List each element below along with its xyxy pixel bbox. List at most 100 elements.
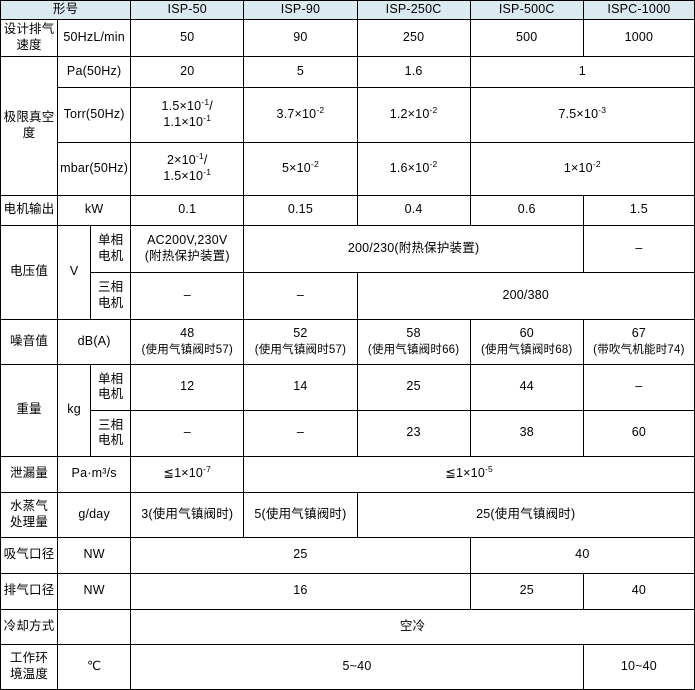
sublabel-voltage-single-phase: 单相电机 bbox=[90, 224, 132, 273]
cell-weight-single-isp-90: 14 bbox=[243, 363, 358, 411]
vacuum-mbar-rest-exp: -2 bbox=[592, 158, 601, 169]
table-header-row: 形号 ISP-50 ISP-90 ISP-250C ISP-500C ISPC-… bbox=[0, 0, 695, 20]
cell-weight-single-isp-500c: 44 bbox=[469, 363, 584, 411]
row-motor-output: 电机输出 kW 0.1 0.15 0.4 0.6 1.5 bbox=[0, 194, 695, 226]
cell-pumping-speed-isp-50: 50 bbox=[130, 18, 245, 57]
vacuum-torr-isp250c-exp: -2 bbox=[429, 104, 438, 115]
header-model-isp-500c: ISP-500C bbox=[469, 0, 584, 20]
noise-isp90-main: 52 bbox=[293, 326, 308, 340]
vacuum-torr-rest-exp: -3 bbox=[598, 104, 607, 115]
cell-water-vapor-isp-90: 5(使用气镇阀时) bbox=[243, 491, 358, 538]
row-weight-single-phase: 重量 kg 单相电机 12 14 25 44 – bbox=[0, 363, 695, 457]
header-model-isp-250c: ISP-250C bbox=[356, 0, 471, 20]
cell-weight-single-isp-250c: 25 bbox=[356, 363, 471, 411]
label-ambient-temp: 工作环 境温度 bbox=[0, 643, 59, 690]
cell-noise-isp-500c: 60 (使用气镇阀时68) bbox=[469, 318, 584, 365]
noise-isp50-main: 48 bbox=[180, 326, 195, 340]
unit-voltage: V bbox=[57, 224, 92, 320]
unit-leakage: Pa·m³/s bbox=[57, 455, 132, 493]
cell-vacuum-torr-isp-50: 1.5×10-1/ 1.1×10-1 bbox=[130, 86, 245, 143]
row-voltage-three-phase: 三相电机 – – 200/380 bbox=[1, 271, 695, 320]
row-intake-port: 吸气口径 NW 25 40 bbox=[0, 536, 695, 574]
header-model-isp-90: ISP-90 bbox=[243, 0, 358, 20]
row-ultimate-vacuum-pa: 极限真空度 Pa(50Hz) 20 5 1.6 1 bbox=[0, 55, 695, 196]
cell-vacuum-torr-isp-250c: 1.2×10-2 bbox=[356, 86, 471, 143]
cell-exhaust-port-first-three: 16 bbox=[130, 572, 471, 610]
label-ultimate-vacuum: 极限真空度 bbox=[0, 55, 59, 196]
noise-isp500c-main: 60 bbox=[519, 326, 534, 340]
cell-intake-port-last-two: 40 bbox=[469, 536, 695, 574]
cell-weight-three-isp-500c: 38 bbox=[469, 409, 584, 457]
row-ultimate-vacuum-torr: Torr(50Hz) 1.5×10-1/ 1.1×10-1 3.7×10-2 1… bbox=[1, 86, 695, 143]
cell-vacuum-pa-isp-250c: 1.6 bbox=[356, 55, 471, 88]
vacuum-mbar-isp50-slash: / bbox=[203, 153, 208, 167]
cell-vacuum-mbar-rest: 1×10-2 bbox=[469, 141, 695, 196]
leakage-isp50-exp: -7 bbox=[203, 464, 212, 475]
vacuum-mbar-isp90-exp: -2 bbox=[310, 158, 319, 169]
cell-water-vapor-rest: 25(使用气镇阀时) bbox=[356, 491, 695, 538]
cell-weight-three-isp-250c: 23 bbox=[356, 409, 471, 457]
label-weight: 重量 bbox=[0, 363, 59, 457]
sublabel-weight-single-phase: 单相电机 bbox=[90, 363, 132, 411]
vacuum-torr-isp50-exp2: -1 bbox=[203, 112, 212, 123]
cell-voltage-single-ispc-1000: – bbox=[582, 224, 695, 273]
cell-voltage-three-rest: 200/380 bbox=[356, 271, 695, 320]
unit-exhaust-port: NW bbox=[57, 572, 132, 610]
vacuum-torr-isp90-value: 3.7×10 bbox=[276, 106, 317, 121]
leakage-rest-exp: -5 bbox=[485, 464, 493, 475]
unit-pumping-speed: 50HzL/min bbox=[57, 18, 132, 57]
cell-weight-three-isp-90: – bbox=[243, 409, 358, 457]
vacuum-torr-rest-value: 7.5×10 bbox=[558, 106, 599, 121]
row-ultimate-vacuum-mbar: mbar(50Hz) 2×10-1/ 1.5×10-1 5×10-2 1.6×1… bbox=[1, 141, 695, 196]
label-voltage: 电压值 bbox=[0, 224, 59, 320]
noise-ispc1000-main: 67 bbox=[631, 326, 647, 340]
header-model-ispc-1000: ISPC-1000 bbox=[582, 0, 695, 20]
row-voltage-single-phase: 电压值 V 单相电机 AC200V,230V (附热保护装置) 200/230(… bbox=[0, 224, 695, 320]
cell-vacuum-mbar-isp-250c: 1.6×10-2 bbox=[356, 141, 471, 196]
cell-motor-output-isp-50: 0.1 bbox=[130, 194, 245, 226]
row-ambient-temp: 工作环 境温度 ℃ 5~40 10~40 bbox=[0, 643, 695, 690]
unit-ultimate-vacuum-torr: Torr(50Hz) bbox=[57, 86, 132, 143]
cell-intake-port-first-three: 25 bbox=[130, 536, 471, 574]
cell-voltage-three-isp-50: – bbox=[130, 271, 245, 320]
cell-weight-single-isp-50: 12 bbox=[130, 363, 245, 411]
unit-intake-port: NW bbox=[57, 536, 132, 574]
vacuum-torr-isp50-exp1: -1 bbox=[201, 96, 210, 107]
row-cooling: 冷却方式 空冷 bbox=[0, 608, 695, 645]
noise-ispc1000-note: (带吹气机能时74) bbox=[593, 343, 685, 356]
vacuum-mbar-rest-value: 1×10 bbox=[563, 160, 593, 175]
unit-ultimate-vacuum-pa: Pa(50Hz) bbox=[57, 55, 132, 88]
label-cooling: 冷却方式 bbox=[0, 608, 59, 645]
cell-vacuum-mbar-isp-90: 5×10-2 bbox=[243, 141, 358, 196]
label-pumping-speed: 设计排气速度 bbox=[0, 18, 59, 57]
cell-vacuum-pa-isp-90: 5 bbox=[243, 55, 358, 88]
cell-vacuum-torr-rest: 7.5×10-3 bbox=[469, 86, 695, 143]
unit-ambient-temp: ℃ bbox=[57, 643, 132, 690]
voltage-single-isp50-line2: (附热保护装置) bbox=[144, 248, 230, 263]
cell-leakage-isp-50: ≦1×10-7 bbox=[130, 455, 245, 493]
leakage-rest-value: ≦1×10 bbox=[445, 466, 485, 481]
cell-noise-isp-90: 52 (使用气镇阀时57) bbox=[243, 318, 358, 365]
vacuum-torr-isp50-line2: 1.1×10 bbox=[163, 114, 204, 129]
cell-weight-three-isp-50: – bbox=[130, 409, 245, 457]
header-model-isp-50: ISP-50 bbox=[130, 0, 245, 20]
cell-water-vapor-isp-50: 3(使用气镇阀时) bbox=[130, 491, 245, 538]
cell-pumping-speed-isp-250c: 250 bbox=[356, 18, 471, 57]
noise-isp250c-main: 58 bbox=[406, 326, 421, 340]
cell-weight-three-ispc-1000: 60 bbox=[582, 409, 695, 457]
cell-weight-single-ispc-1000: – bbox=[582, 363, 695, 411]
cell-cooling-value: 空冷 bbox=[130, 608, 695, 645]
vacuum-mbar-isp250c-value: 1.6×10 bbox=[389, 160, 430, 175]
vacuum-torr-isp50-slash: / bbox=[209, 99, 213, 113]
cell-voltage-single-mid: 200/230(附热保护装置) bbox=[243, 224, 584, 273]
voltage-single-isp50-line1: AC200V,230V bbox=[147, 233, 228, 247]
cell-motor-output-ispc-1000: 1.5 bbox=[582, 194, 695, 226]
vacuum-mbar-isp250c-exp: -2 bbox=[429, 158, 438, 169]
cell-vacuum-pa-isp-50: 20 bbox=[130, 55, 245, 88]
cell-exhaust-port-ispc-1000: 40 bbox=[582, 572, 695, 610]
vacuum-torr-isp90-exp: -2 bbox=[316, 104, 325, 115]
cell-vacuum-torr-isp-90: 3.7×10-2 bbox=[243, 86, 358, 143]
unit-noise: dB(A) bbox=[57, 318, 132, 365]
cell-vacuum-pa-rest: 1 bbox=[469, 55, 695, 88]
row-noise: 噪音值 dB(A) 48 (使用气镇阀时57) 52 (使用气镇阀时57) 58… bbox=[0, 318, 695, 365]
